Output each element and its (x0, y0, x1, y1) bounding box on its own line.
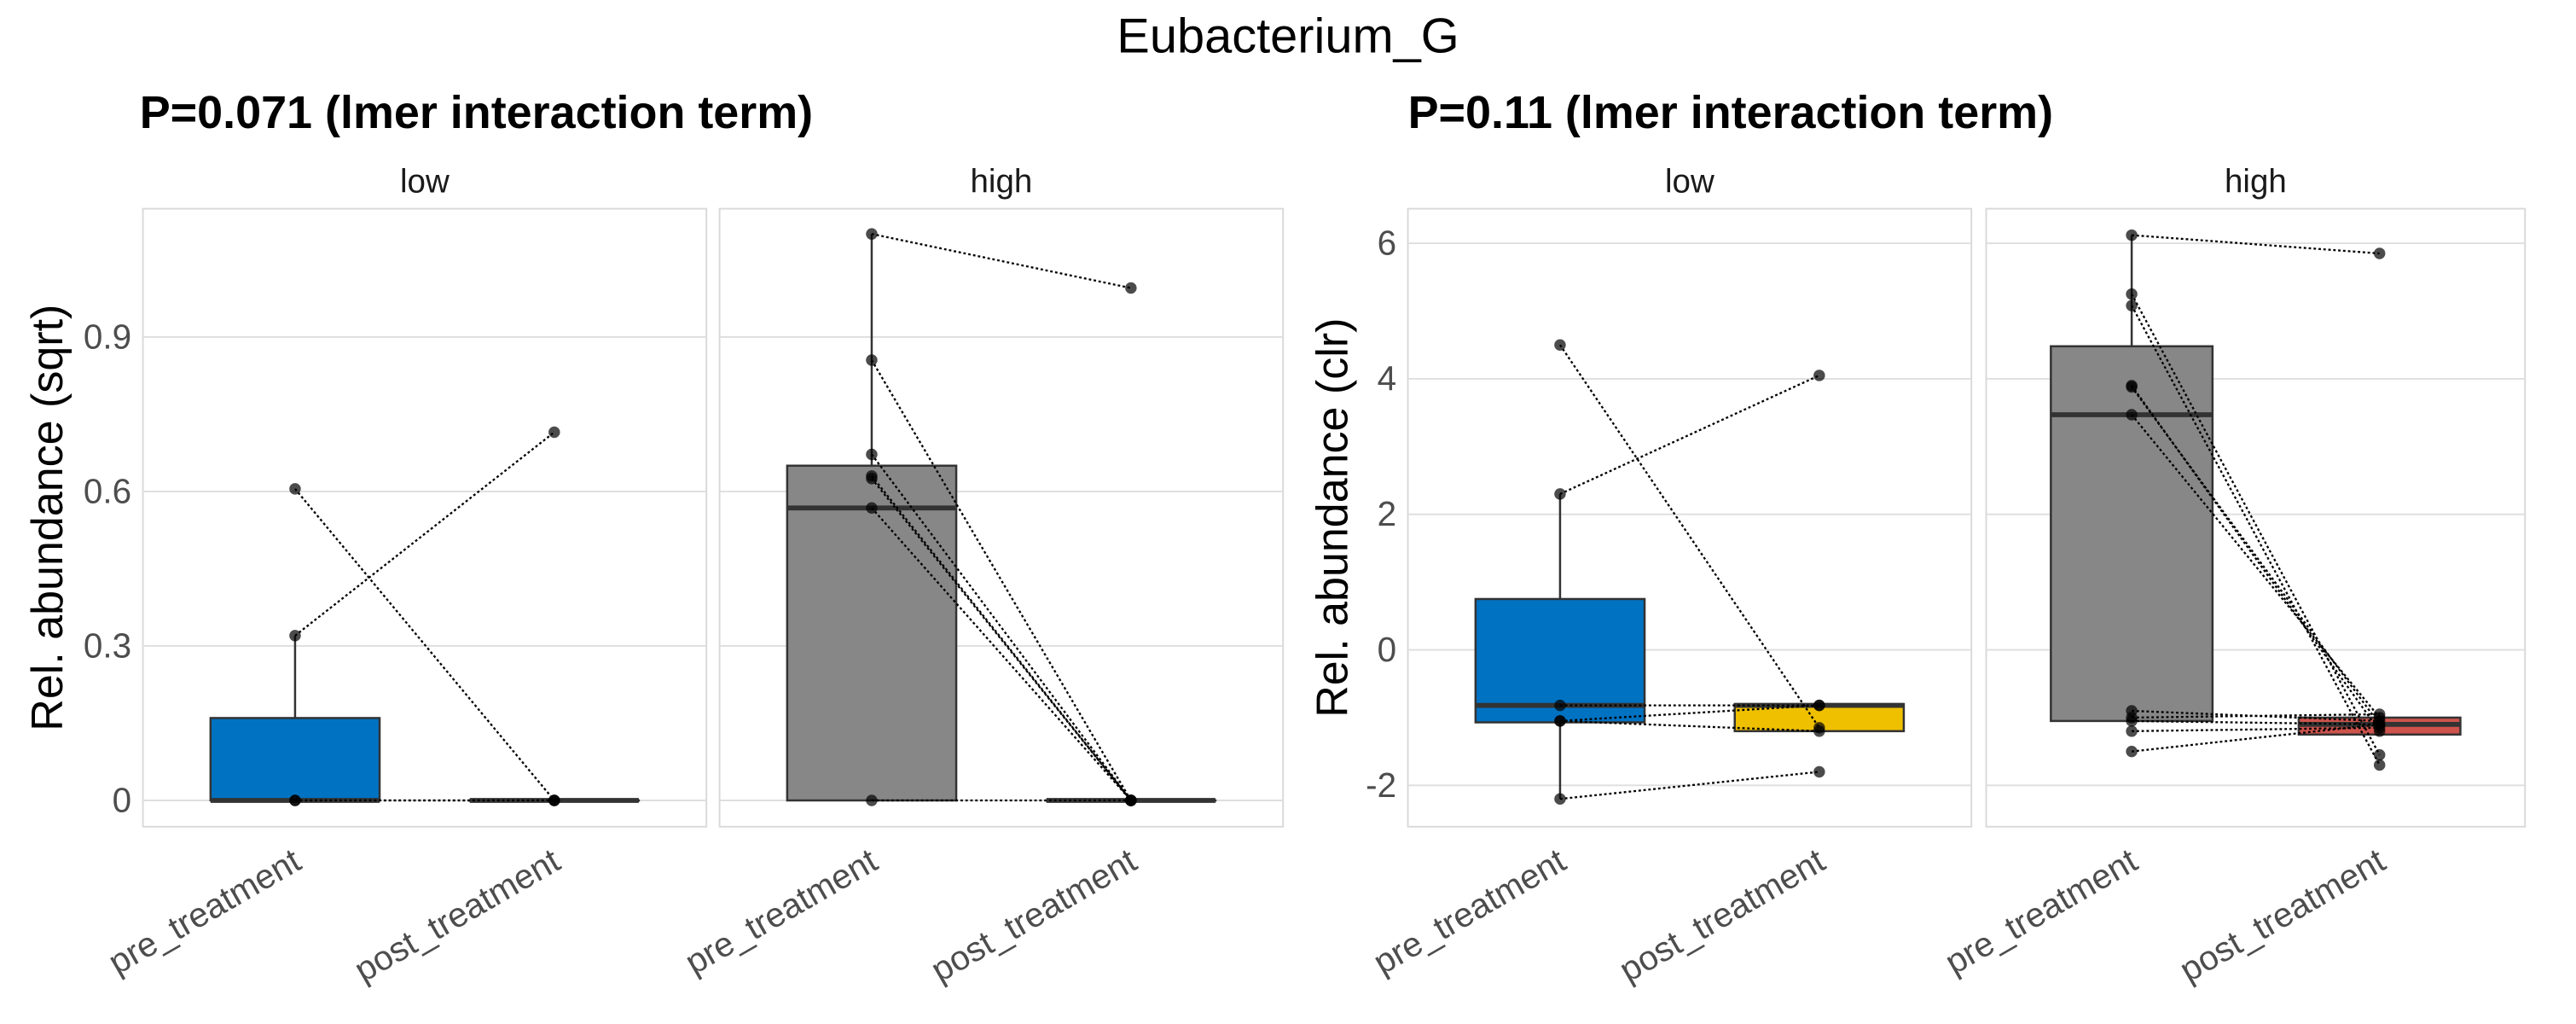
paired-line (294, 431, 555, 637)
data-point-post (2373, 748, 2386, 761)
facet-strip-label: high (2225, 163, 2287, 200)
y-tick-label: -2 (1366, 765, 1396, 805)
data-point-post (1813, 765, 1825, 778)
data-point-pre (2126, 409, 2138, 421)
data-point-pre (2126, 300, 2138, 311)
paired-line (2131, 294, 2381, 756)
data-point-pre (2126, 715, 2138, 727)
data-point-pre (866, 354, 878, 366)
left-chart-title: P=0.071 (lmer interaction term) (140, 87, 813, 138)
data-point-post (1125, 794, 1137, 806)
paired-line (1559, 704, 1819, 723)
data-point-pre (2126, 229, 2138, 241)
data-point-pre (1554, 339, 1566, 351)
data-point-pre (2126, 725, 2138, 737)
paired-line (871, 453, 1132, 801)
data-point-post (2373, 708, 2386, 720)
paired-line (2132, 719, 2380, 726)
paired-line (871, 507, 1132, 801)
y-tick-label: 0 (113, 780, 132, 819)
data-point-post (548, 794, 560, 806)
data-point-pre (1554, 699, 1566, 712)
data-point-pre (2126, 745, 2138, 758)
y-tick-label: 6 (1378, 224, 1397, 263)
box-body (209, 717, 381, 802)
facet-strip-label: high (970, 163, 1032, 200)
data-point-post (1813, 725, 1825, 737)
y-tick-label: 0.6 (84, 471, 131, 510)
paired-line (2132, 234, 2380, 255)
paired-line (2131, 723, 2380, 753)
data-point-pre (289, 794, 301, 806)
paired-line (2131, 305, 2381, 766)
data-point-pre (289, 483, 301, 495)
paired-line (1559, 374, 1820, 495)
data-point-pre (1554, 715, 1566, 727)
paired-line (1558, 344, 1820, 729)
paired-line (871, 475, 1132, 801)
right-chart-title: P=0.11 (lmer interaction term) (1408, 87, 2053, 138)
data-point-pre (1554, 793, 1566, 805)
right-y-axis-label: Rel. abundance (clr) (1308, 318, 1357, 718)
paired-line (2132, 726, 2380, 732)
paired-line (2132, 713, 2380, 719)
data-point-post (1813, 699, 1825, 712)
panel-background (1407, 207, 1973, 828)
paired-line (2131, 414, 2381, 719)
paired-line (2131, 386, 2381, 725)
paired-line (294, 488, 555, 801)
y-tick-label: 2 (1378, 494, 1397, 533)
x-tick-label: pre_treatment (1366, 841, 1572, 982)
data-point-post (2373, 719, 2386, 730)
paired-line (870, 359, 1132, 801)
figure-title: Eubacterium_G (1117, 9, 1459, 64)
data-point-post (2373, 247, 2386, 259)
box-body (786, 464, 958, 802)
data-point-pre (289, 630, 301, 642)
x-tick-label: post_treatment (924, 841, 1143, 990)
x-tick-label: pre_treatment (1938, 841, 2144, 982)
x-tick-label: pre_treatment (678, 841, 884, 982)
x-tick-label: post_treatment (1612, 841, 1831, 990)
x-tick-label: post_treatment (2173, 841, 2392, 990)
paired-line (1559, 719, 1819, 732)
data-point-post (2373, 759, 2386, 771)
paired-line (1559, 771, 1819, 800)
data-point-post (1125, 282, 1137, 294)
data-point-pre (2126, 381, 2138, 393)
x-tick-label: pre_treatment (102, 841, 307, 982)
y-tick-label: 0.3 (84, 625, 131, 665)
facet-strip-label: low (1665, 163, 1714, 200)
data-point-pre (866, 794, 878, 806)
data-point-post (1813, 369, 1825, 381)
data-point-pre (866, 448, 878, 461)
data-point-pre (2126, 288, 2138, 300)
y-tick-label: 0 (1378, 630, 1397, 669)
left-y-axis-label: Rel. abundance (sqrt) (23, 305, 73, 731)
data-point-pre (1554, 488, 1566, 500)
x-tick-label: post_treatment (347, 841, 566, 990)
data-point-pre (866, 502, 878, 514)
box-body (2050, 345, 2214, 723)
data-point-post (548, 426, 560, 439)
y-tick-label: 0.9 (84, 317, 131, 356)
data-point-pre (866, 473, 878, 485)
facet-strip-label: low (400, 163, 450, 200)
data-point-pre (866, 228, 878, 240)
y-tick-label: 4 (1378, 358, 1397, 398)
